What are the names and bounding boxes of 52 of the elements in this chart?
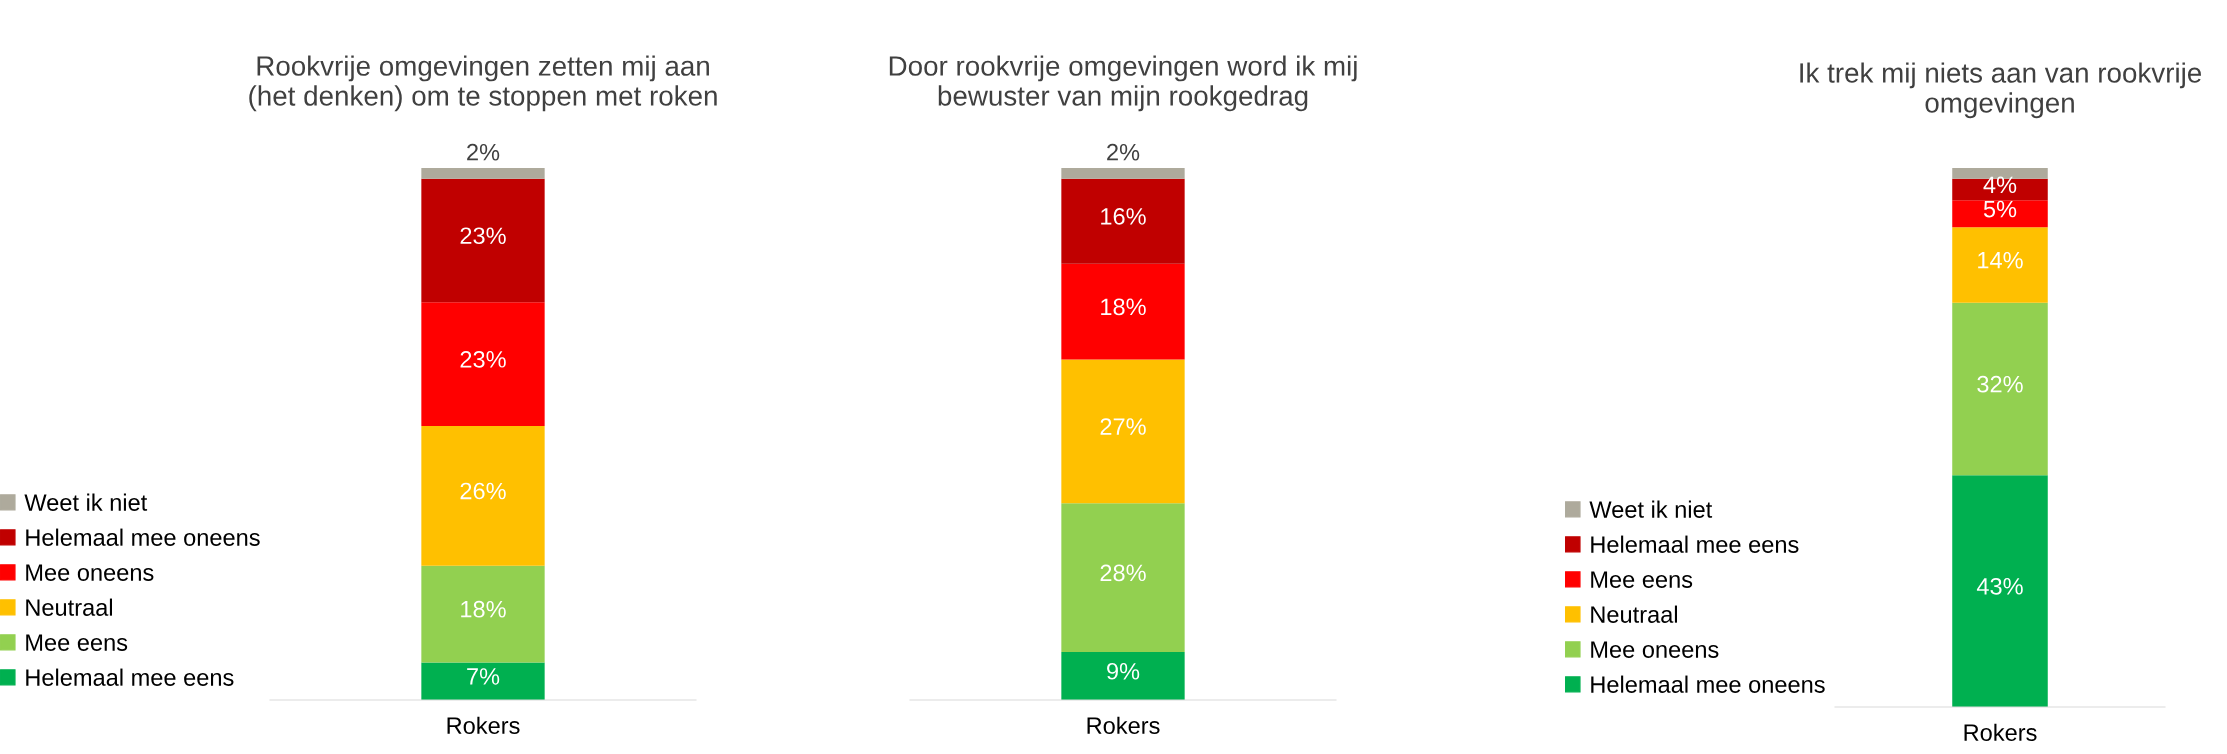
data-label: 14% [1978,251,2023,269]
data-label: 16% [1101,208,1146,225]
bar [421,662,545,700]
bar [421,168,545,179]
bar [1952,200,2048,228]
bar [1952,227,2048,303]
bar [1061,503,1185,653]
legend-label: Helemaal mee oneens [26,528,260,546]
bar [1061,652,1185,700]
data-label: 4% [1983,176,2017,194]
bar [1952,302,2048,476]
legend-label: Neutraal [1591,605,1677,623]
legend-label: Mee eens [26,634,128,651]
x-tick-label: Rokers [1964,723,2037,742]
data-label: 18% [1101,298,1146,316]
legend-label: Mee oneens [26,564,154,581]
bar [421,425,545,566]
chart-title: Door rookvrije omgevingen word ik mij bewuster van mijn rookgedrag [889,55,1357,112]
data-label: 23% [460,350,506,368]
data-label: 9% [1107,662,1140,680]
chart-title: Rookvrije omgevingen zetten mij aan (het denken) om te stoppen met roken [249,55,717,112]
bar [1061,178,1185,264]
x-tick-label: Rokers [1087,716,1160,735]
bar [1952,178,2048,201]
legend-label: Helemaal mee oneens [1591,675,1825,693]
legend-label: Helemaal mee eens [26,668,234,686]
legend-label: Weet ik niet [24,493,148,511]
data-label: 7% [467,668,500,685]
legend-label: Neutraal [26,598,112,616]
bar [421,565,545,663]
legend-label: Helemaal mee eens [1591,535,1799,553]
data-label: 27% [1100,418,1146,435]
bar [1061,168,1185,179]
data-label: 26% [460,482,506,500]
bar [1061,359,1185,504]
data-label: 2% [1107,143,1140,161]
x-tick-label: Rokers [447,716,520,735]
bar [421,178,545,303]
bar [1061,263,1185,360]
legend-label: Mee oneens [1591,641,1719,658]
data-label: 28% [1100,564,1146,582]
data-label: 32% [1977,375,2023,393]
bar [1952,475,2048,707]
data-label: 18% [461,600,506,618]
data-label: 23% [460,227,506,245]
data-label: 43% [1976,577,2023,595]
chart-title: Ik trek mij niets aan van rookvrije omgevingen [1800,62,2202,119]
data-label: 2% [467,143,500,161]
bar [421,302,545,426]
legend-label: Weet ik niet [1589,500,1713,518]
legend-label: Mee eens [1591,571,1693,588]
data-label: 5% [1983,200,2017,218]
